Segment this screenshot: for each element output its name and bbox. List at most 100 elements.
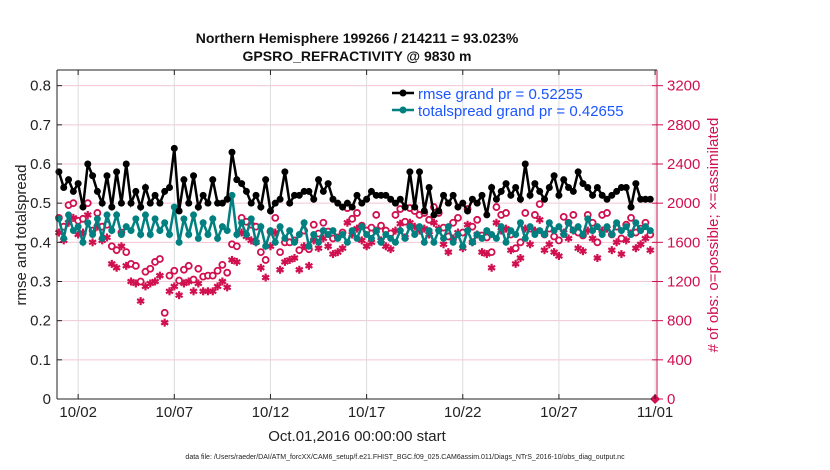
y2-axis-label: # of obs: o=possible; ×=assimilated xyxy=(705,118,722,353)
rmse-marker xyxy=(166,184,173,191)
obs-possible-marker xyxy=(180,265,188,274)
rmse-marker xyxy=(449,191,457,199)
rmse-marker xyxy=(622,184,630,191)
obs-assimilated-marker xyxy=(155,271,164,280)
spread-marker xyxy=(108,227,116,235)
rmse-marker xyxy=(646,195,654,203)
obs-possible-marker xyxy=(295,246,304,255)
obs-possible-marker xyxy=(377,221,385,230)
obs-possible-marker xyxy=(319,218,328,227)
spread-marker xyxy=(531,231,539,238)
obs-possible-marker xyxy=(535,200,544,209)
spread-marker xyxy=(180,215,188,223)
spread-marker xyxy=(377,238,385,246)
spread-marker xyxy=(60,234,68,242)
obs-possible-marker xyxy=(213,266,222,275)
rmse-marker xyxy=(613,187,621,195)
rmse-marker xyxy=(98,199,106,207)
x-tick-label: 10/12 xyxy=(252,404,290,421)
rmse-marker xyxy=(247,199,255,207)
obs-assimilated-marker xyxy=(223,283,232,292)
obs-possible-marker xyxy=(511,244,520,253)
spread-marker xyxy=(117,231,125,238)
rmse-marker xyxy=(295,191,303,199)
spread-marker xyxy=(132,215,140,223)
y-tick-label: 0.4 xyxy=(30,234,51,251)
spread-marker xyxy=(146,231,154,238)
rmse-marker xyxy=(526,191,534,199)
spread-marker xyxy=(252,238,260,246)
spread-marker xyxy=(569,227,577,235)
spread-marker xyxy=(103,211,111,219)
obs-possible-marker xyxy=(194,264,203,273)
rmse-marker xyxy=(175,207,183,215)
spread-marker xyxy=(98,234,106,242)
obs-assimilated-marker xyxy=(578,247,588,256)
rmse-marker xyxy=(637,195,645,203)
obs-assimilated-marker xyxy=(295,265,304,274)
rmse-marker xyxy=(550,172,558,180)
rmse-marker xyxy=(391,199,399,207)
obs-possible-marker xyxy=(468,222,477,231)
obs-possible-marker xyxy=(559,212,568,221)
spread-marker xyxy=(310,231,318,238)
spread-marker xyxy=(276,223,284,231)
obs-possible-marker xyxy=(454,213,462,222)
spread-marker xyxy=(425,227,433,235)
obs-possible-marker xyxy=(271,213,280,222)
spread-marker xyxy=(502,238,510,246)
spread-marker xyxy=(473,231,481,238)
rmse-marker xyxy=(507,191,515,199)
obs-possible-marker xyxy=(353,209,361,217)
rmse-marker xyxy=(127,199,135,207)
rmse-marker xyxy=(339,203,347,211)
spread-marker xyxy=(93,215,101,223)
spread-line xyxy=(57,195,652,251)
rmse-marker xyxy=(632,180,640,188)
obs-assimilated-marker xyxy=(160,318,169,327)
obs-possible-marker xyxy=(521,209,530,217)
rmse-marker xyxy=(377,191,385,199)
rmse-marker xyxy=(627,203,635,211)
spread-marker xyxy=(223,227,231,235)
obs-possible-marker xyxy=(502,209,510,217)
rmse-marker xyxy=(156,199,164,207)
spread-marker xyxy=(622,223,630,231)
rmse-marker xyxy=(343,199,351,207)
rmse-marker xyxy=(502,180,510,188)
obs-assimilated-marker xyxy=(593,254,602,262)
obs-possible-marker xyxy=(189,275,198,284)
spread-marker xyxy=(69,227,77,235)
rmse-marker xyxy=(492,195,500,203)
rmse-marker xyxy=(353,191,361,199)
obs-assimilated-marker xyxy=(646,246,655,255)
spread-marker xyxy=(329,227,337,235)
spread-marker xyxy=(387,234,395,242)
obs-assimilated-marker xyxy=(444,248,453,257)
spread-marker xyxy=(641,223,649,231)
obs-possible-marker xyxy=(276,248,284,257)
rmse-marker xyxy=(565,184,573,191)
spread-marker xyxy=(416,223,423,231)
rmse-marker xyxy=(223,195,231,203)
rmse-marker xyxy=(74,180,82,188)
plot-marks xyxy=(54,144,661,404)
spread-marker xyxy=(190,211,198,219)
obs-possible-marker xyxy=(136,277,145,286)
spread-marker xyxy=(281,234,289,242)
spread-marker xyxy=(291,238,298,246)
spread-marker xyxy=(257,223,265,231)
x-tick-label: 10/27 xyxy=(540,404,578,421)
obs-assimilated-marker xyxy=(213,282,222,291)
spread-marker xyxy=(488,231,496,238)
obs-possible-marker xyxy=(131,261,140,270)
spread-marker xyxy=(483,227,491,235)
rmse-marker xyxy=(89,172,97,180)
y-tick-label: 0.3 xyxy=(30,274,51,291)
rmse-marker xyxy=(329,195,337,203)
obs-assimilated-marker xyxy=(112,263,121,272)
rmse-marker xyxy=(363,195,371,203)
x-tick-label: 10/17 xyxy=(348,404,386,421)
spread-marker xyxy=(175,238,183,246)
obs-possible-marker xyxy=(627,213,635,222)
